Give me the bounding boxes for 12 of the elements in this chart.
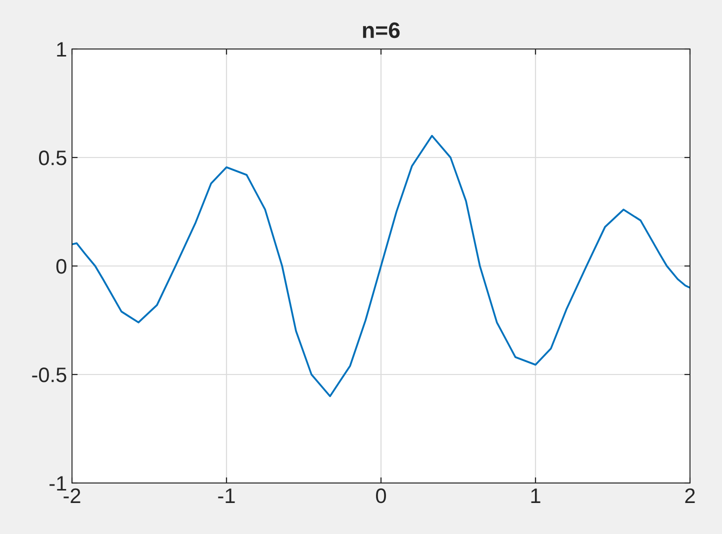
y-tick-label: 0.5 [38,150,66,166]
line-series [72,134,690,398]
y-tick-label: 1 [57,42,66,57]
y-tick-label: -1 [50,476,66,491]
chart-title: n=6 [363,22,400,38]
y-tick-label: -0.5 [32,368,66,382]
x-tick-label: -2 [64,488,80,503]
x-tick-label: 2 [685,488,695,503]
x-tick-label: -1 [218,488,235,503]
x-tick-label: 0 [376,488,386,504]
y-tick-label: 0 [56,259,66,274]
x-tick-label: 1 [531,488,540,503]
